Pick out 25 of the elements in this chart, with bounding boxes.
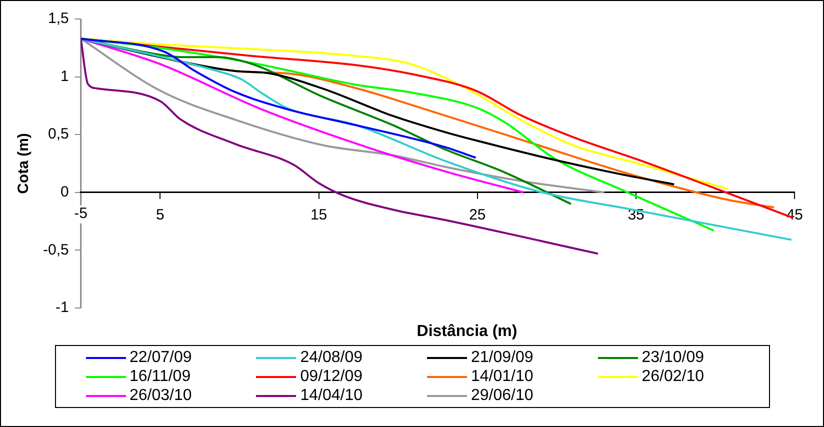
y-axis-title: Cota (m)	[15, 133, 32, 194]
y-tick-label: -1	[56, 299, 69, 316]
x-tick-label: 5	[156, 206, 164, 224]
legend-label: 29/06/10	[471, 386, 534, 405]
y-tick-label: -0,5	[42, 241, 69, 258]
legend-label: 21/09/09	[471, 348, 534, 367]
legend-label: 09/12/09	[300, 367, 363, 386]
y-tick-label: 0,5	[48, 126, 69, 143]
line-series	[80, 38, 524, 194]
legend-label: 26/03/10	[130, 386, 192, 405]
legend-label: 22/07/09	[130, 348, 192, 367]
x-axis-title: Distância (m)	[416, 323, 518, 341]
x-tick-label: 15	[310, 206, 328, 224]
y-tick-label: 1	[60, 68, 69, 85]
legend-label: 16/11/09	[130, 367, 191, 386]
line-series	[80, 38, 477, 159]
annotation: -5	[74, 205, 88, 222]
legend-label: 14/01/10	[471, 367, 534, 386]
x-tick-label: 25	[469, 206, 486, 224]
legend-label: 14/04/10	[300, 386, 363, 405]
legend-label: 23/10/09	[642, 348, 704, 367]
legend-label: 26/02/10	[642, 367, 704, 386]
y-tick-label: 1,5	[48, 10, 69, 28]
y-tick-label: 0	[60, 184, 69, 201]
legend-label: 24/08/09	[300, 348, 363, 367]
